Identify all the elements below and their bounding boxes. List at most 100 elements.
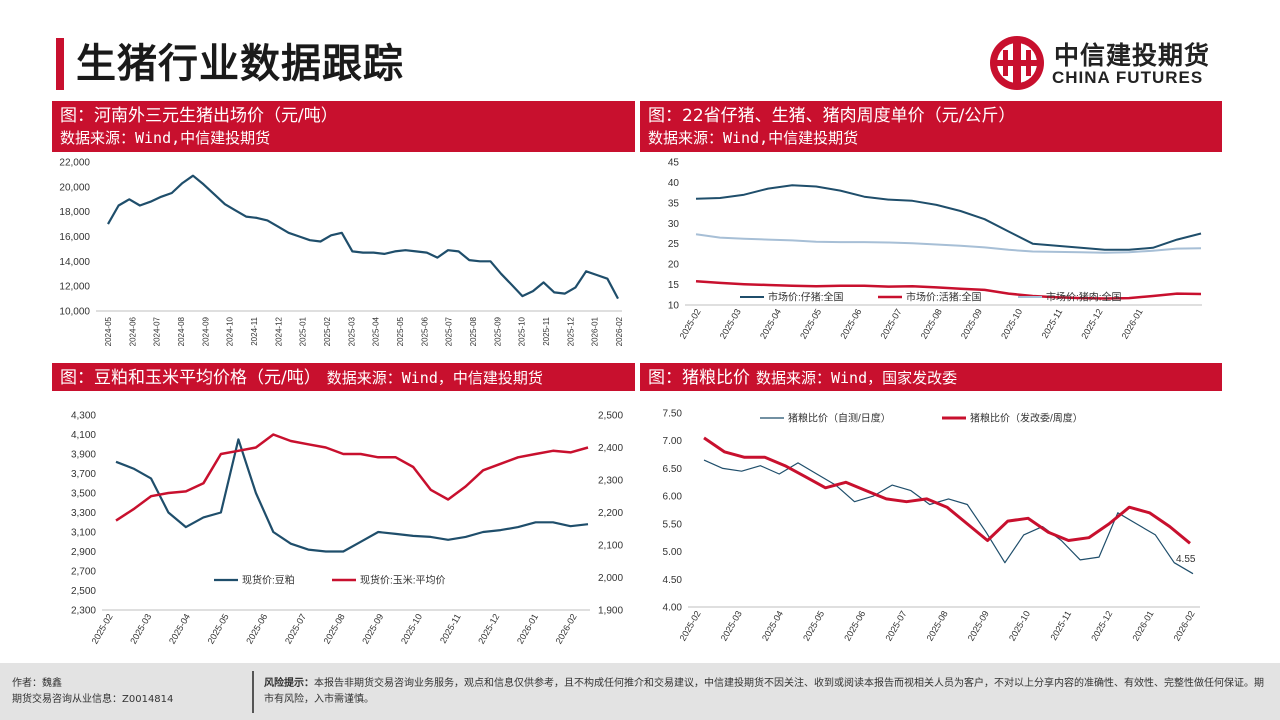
- y-tick-label: 3,500: [71, 489, 96, 500]
- x-tick-label: 2025-09: [966, 609, 991, 643]
- x-tick-label: 2024-10: [226, 316, 235, 346]
- x-tick-label: 2025-11: [1048, 609, 1073, 642]
- x-tick-label: 2025-04: [758, 307, 783, 341]
- x-tick-label: 2025-07: [445, 316, 454, 346]
- y-tick-label: 10: [668, 301, 680, 312]
- x-tick-label: 2025-11: [438, 612, 463, 645]
- panel-source: 数据来源：Wind,中信建投期货: [648, 129, 859, 147]
- panel-source: 数据来源：Wind,中信建投期货: [60, 129, 271, 147]
- x-tick-label: 2025-01: [299, 316, 308, 346]
- x-tick-label: 2025-02: [678, 307, 703, 341]
- series-line: [695, 280, 1202, 300]
- y-tick-label: 2,900: [71, 547, 96, 558]
- x-tick-label: 2025-09: [493, 316, 502, 346]
- panel-header-hog-price: 图：河南外三元生猪出场价（元/吨） 数据来源：Wind,中信建投期货: [52, 101, 635, 152]
- y-tick-label: 10,000: [59, 307, 90, 318]
- series-line: [703, 459, 1194, 575]
- chart-weekly-prices: 10 15 20 25 30 35 40 45 2025-02 2025-03 2025-04 202…: [668, 158, 1202, 341]
- x-tick-label: 2024-06: [128, 316, 137, 346]
- y-tick-label: 6.50: [663, 464, 683, 475]
- panel-title: 图：河南外三元生猪出场价（元/吨）: [60, 106, 338, 126]
- footer-author-block: 作者：魏鑫 期货交易咨询从业信息：Z0014814: [12, 676, 173, 708]
- legend-label: 市场价:仔猪:全国: [768, 291, 844, 304]
- panel-header-hog-grain-ratio: 图：猪粮比价 数据来源：Wind，国家发改委: [640, 363, 1222, 391]
- x-tick-label: 2025-11: [542, 316, 551, 345]
- panel-title: 图：豆粕和玉米平均价格（元/吨）: [60, 368, 321, 388]
- x-tick-label: 2025-10: [999, 307, 1024, 341]
- legend-label: 猪粮比价（发改委/周度）: [970, 412, 1083, 425]
- y-tick-label: 7.50: [663, 409, 683, 420]
- x-tick-label: 2026-01: [1120, 307, 1145, 341]
- x-tick-label: 2025-08: [469, 316, 478, 346]
- x-tick-label: 2025-07: [883, 609, 908, 643]
- author-label: 作者：: [12, 678, 42, 689]
- panel-header-weekly-prices: 图：22省仔猪、生猪、猪肉周度单价（元/公斤） 数据来源：Wind,中信建投期货: [640, 101, 1222, 152]
- x-tick-label: 2025-08: [925, 609, 950, 643]
- y-tick-label: 15: [668, 280, 680, 291]
- x-tick-label: 2024-11: [250, 316, 259, 345]
- panel-title-line: 图：豆粕和玉米平均价格（元/吨） 数据来源：Wind，中信建投期货: [60, 367, 543, 389]
- page-title: 生猪行业数据跟踪: [76, 41, 404, 87]
- x-tick-label: 2025-07: [878, 307, 903, 341]
- title-accent-bar: [56, 38, 64, 90]
- series-line: [115, 433, 589, 522]
- y-tick-label: 4.00: [663, 603, 683, 614]
- x-tick-label: 2024-05: [104, 316, 113, 346]
- y-right-tick-label: 2,500: [598, 411, 623, 422]
- data-label: 4.55: [1176, 554, 1196, 565]
- series-line: [703, 436, 1191, 545]
- x-tick-label: 2026-01: [1130, 609, 1155, 643]
- x-tick-label: 2025-06: [838, 307, 863, 341]
- x-tick-label: 2026-02: [1172, 609, 1197, 643]
- x-tick-label: 2025-07: [283, 612, 308, 646]
- x-tick-label: 2025-12: [1079, 307, 1104, 341]
- x-tick-label: 2026-02: [615, 316, 624, 346]
- y-tick-label: 4.50: [663, 575, 683, 586]
- footer-divider: [252, 671, 254, 713]
- y-tick-label: 3,900: [71, 450, 96, 461]
- x-tick-label: 2026-01: [515, 612, 540, 646]
- logo-text-cn: 中信建投期货: [1054, 41, 1211, 70]
- y-right-tick-label: 2,200: [598, 508, 623, 519]
- x-tick-label: 2025-06: [244, 612, 269, 646]
- y-tick-label: 35: [668, 198, 680, 209]
- x-tick-label: 2025-03: [128, 612, 153, 646]
- y-right-tick-label: 2,300: [598, 476, 623, 487]
- panel-header-feed-prices: 图：豆粕和玉米平均价格（元/吨） 数据来源：Wind，中信建投期货: [52, 363, 635, 391]
- x-tick-label: 2025-05: [396, 316, 405, 346]
- panel-title: 图：22省仔猪、生猪、猪肉周度单价（元/公斤）: [648, 106, 1016, 126]
- company-logo: 中信建投期货 CHINA FUTURES: [988, 34, 1228, 92]
- logo-text-en: CHINA FUTURES: [1052, 68, 1204, 87]
- y-tick-label: 7.00: [663, 436, 683, 447]
- x-tick-label: 2025-08: [919, 307, 944, 341]
- legend-label: 现货价:豆粕: [242, 574, 295, 587]
- y-tick-label: 4,300: [71, 411, 96, 422]
- x-tick-label: 2025-12: [1089, 609, 1114, 643]
- legend-label: 市场价:猪肉:全国: [1046, 291, 1122, 304]
- series-line: [107, 174, 619, 300]
- x-tick-label: 2025-04: [167, 612, 192, 646]
- x-tick-label: 2025-03: [719, 609, 744, 643]
- x-tick-label: 2025-08: [322, 612, 347, 646]
- x-tick-label: 2025-11: [1040, 307, 1065, 340]
- legend-label: 现货价:玉米:平均价: [360, 574, 446, 587]
- risk-disclaimer: 风险提示：本报告非期货交易咨询业务服务，观点和信息仅供参考，且不构成任何推介和交…: [264, 676, 1264, 708]
- y-tick-label: 45: [668, 158, 680, 169]
- y-tick-label: 20,000: [59, 182, 90, 193]
- y-tick-label: 14,000: [59, 257, 90, 268]
- x-tick-label: 2025-09: [959, 307, 984, 341]
- x-tick-label: 2025-12: [566, 316, 575, 346]
- x-tick-label: 2025-06: [420, 316, 429, 346]
- y-tick-label: 2,700: [71, 567, 96, 578]
- y-right-tick-label: 2,000: [598, 573, 623, 584]
- chart-feed-prices: 2,300 2,500 2,700 2,900 3,100 3,300 3,500 3,700…: [71, 411, 623, 646]
- panel-source: 数据来源：Wind，国家发改委: [756, 369, 958, 387]
- y-right-tick-label: 1,900: [598, 606, 623, 617]
- x-tick-label: 2025-03: [347, 316, 356, 346]
- x-tick-label: 2024-09: [201, 316, 210, 346]
- x-tick-label: 2025-12: [476, 612, 501, 646]
- x-tick-label: 2024-07: [153, 316, 162, 346]
- series-line: [115, 438, 589, 553]
- panel-title: 图：猪粮比价: [648, 368, 750, 388]
- y-tick-label: 5.50: [663, 519, 683, 530]
